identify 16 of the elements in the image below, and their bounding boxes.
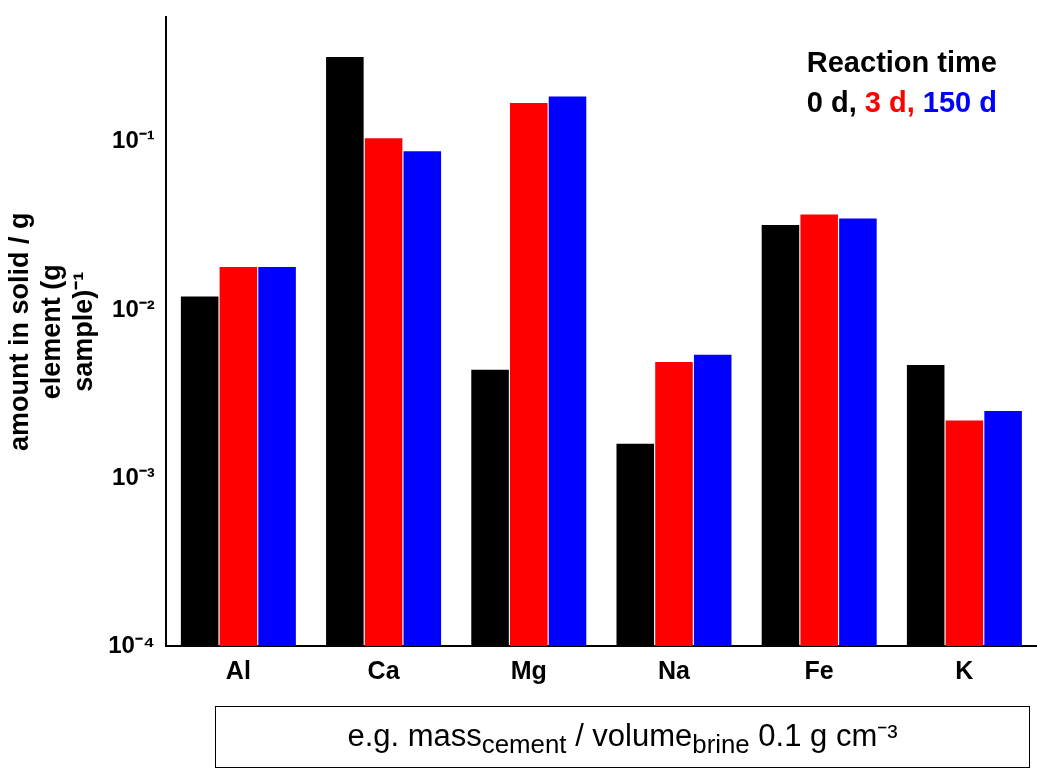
x-tick-label: Na (658, 655, 692, 684)
x-tick-label: K (955, 655, 974, 684)
y-tick-label: 10⁻⁴ (108, 630, 155, 658)
x-tick-label: Ca (367, 655, 401, 684)
y-tick-label: 10⁻³ (112, 462, 155, 490)
text: e.g. mass$_{cement}$ / volume$_{brine}$ 0.1 g cm⁻³ (215, 706, 1030, 768)
text: 0 d, (806, 86, 858, 118)
text: 150 d (922, 86, 997, 118)
legend-title: Reaction time (806, 45, 997, 80)
text: 3 d, (864, 86, 916, 118)
y-axis-title: amount in solid / g element (g sample)⁻¹ (3, 212, 99, 451)
x-tick-label: Al (225, 655, 251, 684)
x-tick-label: Fe (804, 655, 834, 684)
y-tick-label: 10⁻² (112, 294, 155, 322)
x-tick-label: Mg (510, 655, 547, 684)
y-tick-label: 10⁻¹ (112, 126, 155, 154)
